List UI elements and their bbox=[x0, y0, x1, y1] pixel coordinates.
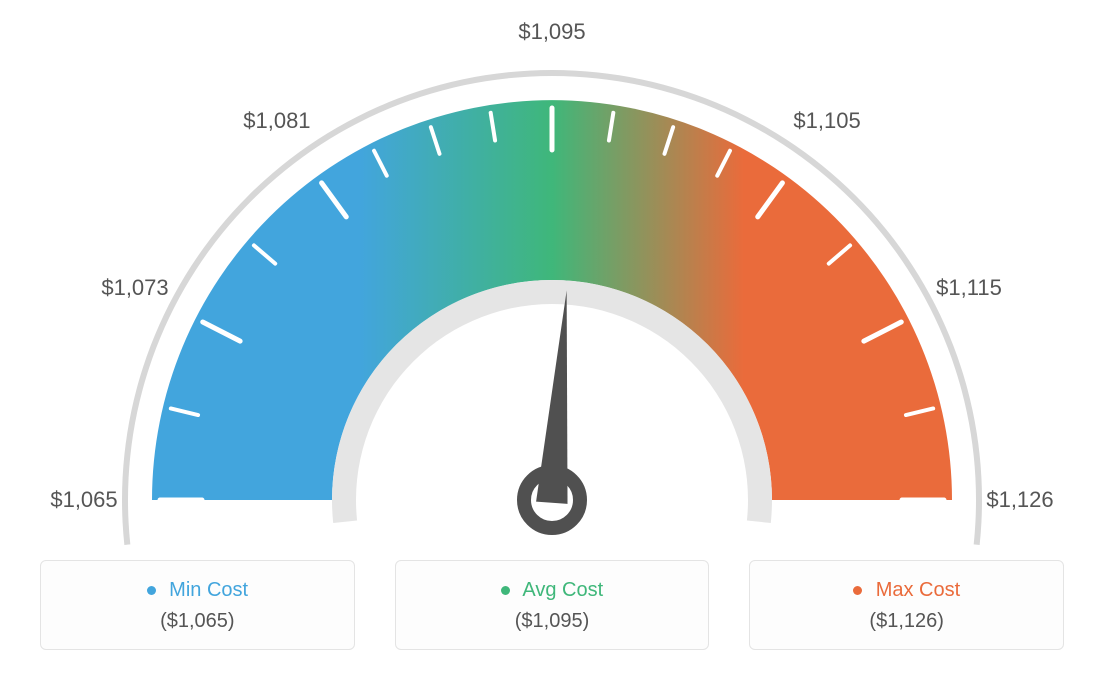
tick-label: $1,115 bbox=[936, 275, 1002, 301]
legend-title: Max Cost bbox=[750, 579, 1063, 602]
legend-avg-cost: Avg Cost ($1,095) bbox=[395, 560, 710, 650]
legend-max-cost: Max Cost ($1,126) bbox=[749, 560, 1064, 650]
tick-label: $1,095 bbox=[518, 19, 585, 45]
legend-title-text: Avg Cost bbox=[522, 579, 603, 601]
tick-label: $1,126 bbox=[986, 487, 1053, 513]
legend-title: Min Cost bbox=[41, 579, 354, 602]
legend-value: ($1,126) bbox=[750, 610, 1063, 633]
tick-label: $1,105 bbox=[793, 108, 860, 134]
gauge-chart: $1,065 $1,073 $1,081 $1,095 $1,105 $1,115 $1,1… bbox=[0, 0, 1104, 560]
dot-icon bbox=[147, 586, 156, 595]
legend-min-cost: Min Cost ($1,065) bbox=[40, 560, 355, 650]
legend-title-text: Min Cost bbox=[169, 579, 248, 601]
tick-label: $1,073 bbox=[101, 275, 168, 301]
legend-value: ($1,065) bbox=[41, 610, 354, 633]
tick-label: $1,081 bbox=[243, 108, 310, 134]
legend-title-text: Max Cost bbox=[876, 579, 960, 601]
legend-title: Avg Cost bbox=[396, 579, 709, 602]
dot-icon bbox=[501, 586, 510, 595]
dot-icon bbox=[853, 586, 862, 595]
legend-row: Min Cost ($1,065) Avg Cost ($1,095) Max … bbox=[0, 560, 1104, 650]
tick-label: $1,065 bbox=[50, 487, 117, 513]
legend-value: ($1,095) bbox=[396, 610, 709, 633]
